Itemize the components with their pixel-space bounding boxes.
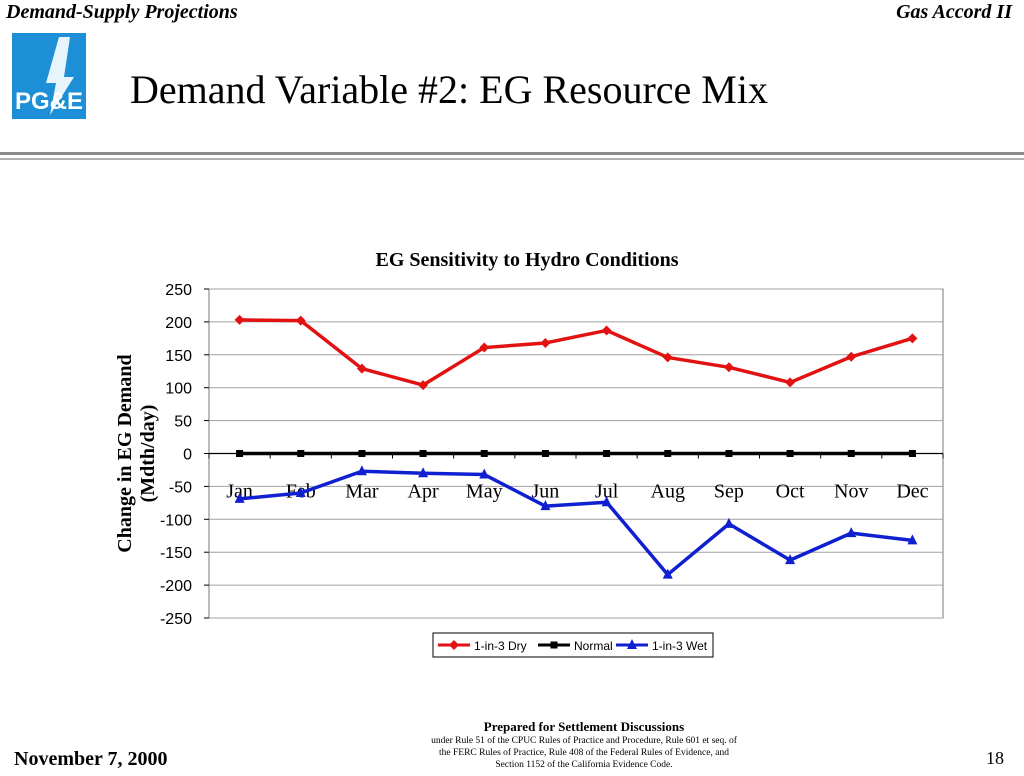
header-project-name: Gas Accord II: [896, 1, 1012, 23]
notice-line: under Rule 51 of the CPUC Rules of Pract…: [431, 736, 737, 746]
data-point: [479, 468, 490, 479]
header-divider-bottom: [0, 158, 1024, 160]
legend-label: 1-in-3 Wet: [652, 639, 708, 653]
data-point: [550, 641, 558, 649]
y-tick-label: 50: [174, 414, 192, 431]
x-tick-label: Jun: [532, 481, 560, 503]
x-tick-label: Aug: [651, 481, 685, 503]
data-point: [449, 640, 459, 650]
data-point: [540, 500, 551, 511]
data-point: [356, 465, 367, 476]
data-point: [234, 492, 245, 503]
data-point: [725, 450, 733, 457]
data-point: [295, 486, 306, 497]
y-axis-label-line: (Mdth/day): [137, 405, 159, 503]
notice-line: the FERC Rules of Practice, Rule 408 of …: [439, 748, 729, 758]
data-point: [785, 377, 796, 388]
data-point: [786, 450, 794, 457]
data-point: [662, 568, 673, 579]
data-point: [907, 333, 918, 344]
y-axis-label-line: Change in EG Demand: [114, 354, 136, 552]
data-point: [908, 450, 916, 457]
x-tick-label: Oct: [776, 481, 805, 503]
data-point: [541, 450, 549, 457]
data-point: [603, 450, 611, 457]
notice-title: Prepared for Settlement Discussions: [483, 719, 685, 734]
data-point: [540, 337, 551, 348]
y-tick-label: -250: [160, 611, 192, 628]
page-title: Demand Variable #2: EG Resource Mix: [130, 67, 768, 112]
y-tick-label: -200: [160, 578, 192, 595]
legend-label: Normal: [574, 639, 613, 653]
x-tick-label: May: [466, 481, 503, 503]
series-1-in-3-dry: [234, 314, 918, 391]
legend-label: 1-in-3 Dry: [474, 639, 527, 653]
data-point: [236, 450, 244, 457]
legend-box: [432, 632, 714, 658]
data-point: [234, 314, 245, 325]
logo-text: PG&E: [15, 88, 83, 115]
y-tick-label: 100: [165, 381, 192, 398]
x-tick-label: Nov: [834, 481, 868, 503]
data-point: [479, 342, 490, 353]
data-point: [847, 450, 855, 457]
x-tick-label: Dec: [896, 481, 928, 503]
y-tick-label: -150: [160, 545, 192, 562]
legend: 1-in-3 Dry Normal 1-in-3 Wet: [432, 632, 714, 658]
y-tick-label: -100: [160, 512, 192, 529]
data-point: [358, 450, 366, 457]
data-point: [627, 639, 637, 649]
notice-line: Section 1152 of the California Evidence …: [495, 760, 673, 770]
series-1-in-3-wet: [234, 465, 918, 579]
data-point: [846, 527, 857, 538]
x-tick-label: Apr: [408, 481, 439, 503]
series-line: [239, 469, 913, 577]
data-point: [297, 450, 305, 457]
data-point: [419, 450, 427, 457]
y-tick-label: 150: [165, 348, 192, 365]
data-point: [907, 534, 918, 545]
eg-sensitivity-chart: EG Sensitivity to Hydro Conditions 250 200…: [114, 249, 944, 658]
y-tick-label: 250: [165, 282, 192, 299]
x-tick-label: Sep: [714, 481, 744, 503]
data-point: [601, 325, 612, 336]
x-tick-label: Mar: [345, 481, 379, 503]
series-line: [239, 318, 913, 387]
page-number: 18: [986, 748, 1004, 768]
header-divider-top: [0, 152, 1024, 155]
pge-logo: PG&E: [12, 33, 86, 119]
data-point: [664, 450, 672, 457]
data-point: [785, 554, 796, 565]
data-point: [723, 362, 734, 373]
data-point: [480, 450, 488, 457]
series-normal: [236, 450, 916, 457]
data-point: [723, 517, 734, 528]
data-point: [846, 351, 857, 362]
settlement-notice: Prepared for Settlement Discussions unde…: [384, 719, 784, 771]
data-point: [356, 363, 367, 374]
header-section-title: Demand-Supply Projections: [6, 1, 238, 23]
y-tick-label: -50: [169, 479, 192, 496]
data-point: [601, 496, 612, 507]
x-tick-label: Jul: [595, 481, 619, 503]
data-point: [295, 315, 306, 326]
chart-title: EG Sensitivity to Hydro Conditions: [375, 249, 678, 271]
data-point: [662, 352, 673, 363]
footer-date: November 7, 2000: [14, 748, 168, 770]
y-axis-label: Change in EG Demand(Mdth/day): [114, 354, 159, 552]
y-tick-label: 0: [183, 447, 192, 464]
data-point: [418, 467, 429, 478]
y-tick-label: 200: [165, 315, 192, 332]
data-point: [418, 380, 429, 391]
